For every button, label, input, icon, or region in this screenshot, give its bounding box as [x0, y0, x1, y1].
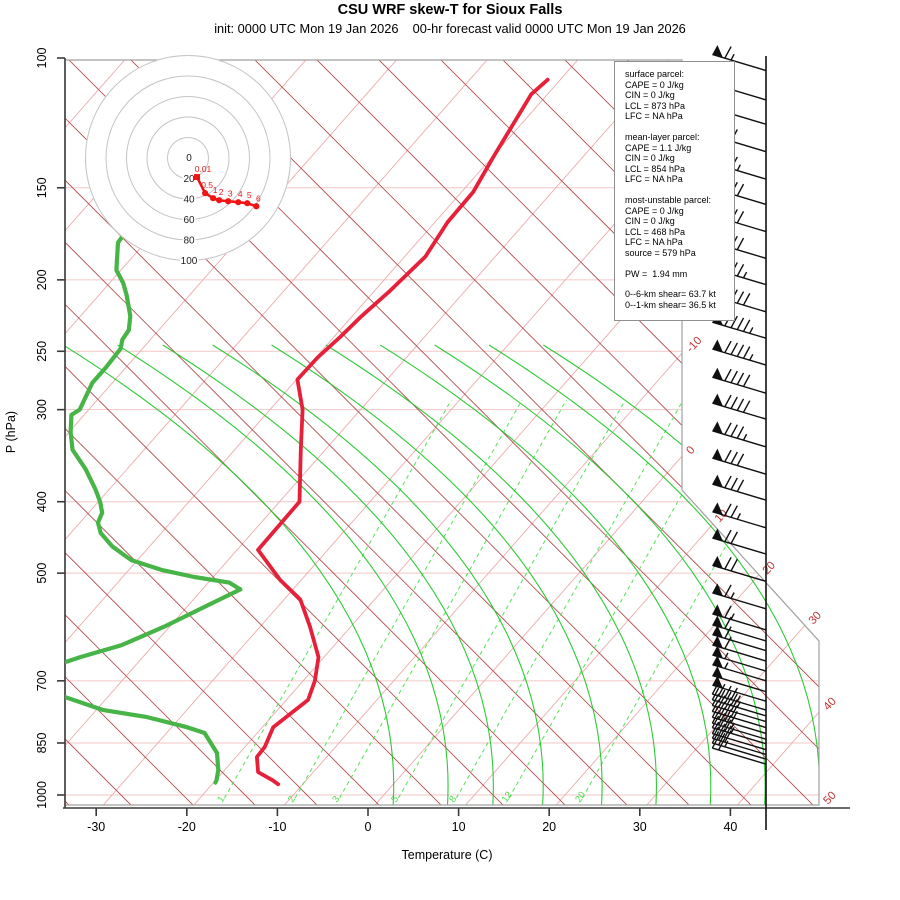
wind-barb — [712, 421, 767, 448]
mixing-ratio-labels: 1 2 3 5 8 12 20 — [215, 790, 588, 805]
info-box-line: most-unstable parcel: — [625, 194, 712, 205]
info-box-line: LFC = NA hPa — [625, 111, 683, 122]
wind-barb — [712, 474, 767, 501]
info-box-section: mean-layer parcel: CAPE = 1.1 J/kg CIN = 0… — [625, 132, 730, 185]
info-box-line: LFC = NA hPa — [625, 174, 683, 185]
info-box-line: 0--6-km shear= 63.7 kt — [625, 289, 716, 300]
info-box-section: most-unstable parcel: CAPE = 0 J/kg CIN = … — [625, 195, 730, 259]
temperature-trace — [254, 77, 550, 787]
mixing-ratio-lines — [224, 399, 810, 799]
mixing-ratio-label: 3 — [330, 794, 342, 805]
temperature-tick-label: 40 — [723, 820, 737, 834]
info-box-line: LCL = 468 hPa — [625, 226, 685, 237]
wind-barb — [712, 367, 767, 394]
wind-barb — [712, 635, 767, 662]
temperature-tick-label: -30 — [87, 820, 105, 834]
wind-barb — [712, 666, 767, 693]
y-axis-title: P (hPa) — [4, 411, 18, 453]
wind-barb — [712, 555, 767, 583]
temperature-tick-label: -10 — [268, 820, 286, 834]
temperature-tick-label: 20 — [542, 820, 556, 834]
info-box-section: surface parcel: CAPE = 0 J/kg CIN = 0 J/kg… — [625, 69, 730, 122]
wind-barb — [712, 45, 767, 72]
info-box-section: PW = 1.94 mm — [625, 269, 730, 280]
hodograph: 0 20 40 60 80 100 0.01 0.51 2 3 4 5 6 — [85, 55, 291, 269]
info-box-line: mean-layer parcel: — [625, 131, 700, 142]
hodograph-height-label: 4 — [238, 189, 243, 199]
wind-barb — [712, 528, 767, 555]
hodograph-ring-label: 100 — [181, 256, 198, 267]
info-box-line: CIN = 0 J/kg — [625, 153, 675, 164]
temperature-tick-label: -20 — [178, 820, 196, 834]
info-box-line: CIN = 0 J/kg — [625, 90, 675, 101]
hodograph-height-label: 2 — [219, 187, 224, 197]
hodograph-height-label: 0.5 — [201, 180, 213, 190]
wind-barb — [712, 675, 767, 702]
mixing-ratio-label: 8 — [447, 794, 459, 805]
parcel-info-box: surface parcel: CAPE = 0 J/kg CIN = 0 J/kg… — [614, 61, 735, 321]
wind-barb — [712, 625, 767, 652]
info-box-line: LCL = 873 hPa — [625, 100, 685, 111]
wind-barb — [712, 655, 767, 682]
info-box-line: PW = 1.94 mm — [625, 268, 688, 279]
info-box-line: CAPE = 0 J/kg — [625, 205, 684, 216]
pressure-tick-label: 250 — [35, 341, 49, 362]
hodograph-height-label: 0.01 — [195, 164, 212, 174]
mixing-ratio-label: 5 — [389, 794, 401, 805]
info-box-line: CIN = 0 J/kg — [625, 216, 675, 227]
pressure-tick-label: 200 — [35, 269, 49, 290]
temperature-tick-label: 0 — [365, 820, 372, 834]
hodograph-ring-label: 20 — [183, 174, 195, 185]
wind-barb — [711, 736, 767, 765]
wind-barb — [712, 448, 767, 475]
hodograph-ring-label: 60 — [183, 215, 195, 226]
sounding-traces — [65, 77, 550, 787]
temperature-tick-label: 10 — [452, 820, 466, 834]
info-box-line: surface parcel: — [625, 69, 685, 79]
info-box-line: source = 579 hPa — [625, 247, 696, 258]
mixing-ratio-label: 1 — [215, 794, 227, 805]
info-box-line: LCL = 854 hPa — [625, 163, 685, 174]
x-axis-title: Temperature (C) — [402, 848, 493, 862]
pressure-tick-label: 400 — [35, 491, 49, 512]
wind-barb — [712, 604, 767, 631]
pressure-tick-label: 150 — [35, 177, 49, 198]
info-box-section: 0--6-km shear= 63.7 kt 0--1-km shear= 36.… — [625, 289, 730, 310]
hodograph-height-label: 3 — [228, 188, 233, 198]
wind-barb-column — [711, 45, 767, 830]
pressure-tick-label: 300 — [35, 399, 49, 420]
wind-barb — [712, 615, 767, 642]
hodograph-background — [85, 55, 291, 261]
hodograph-ring-label: 80 — [183, 236, 195, 247]
mixing-ratio-label: 20 — [573, 790, 588, 805]
info-box-line: LFC = NA hPa — [625, 237, 683, 248]
pressure-tick-label: 700 — [35, 670, 49, 691]
pressure-tick-label: 100 — [35, 48, 49, 69]
pressure-tick-label: 1000 — [35, 781, 49, 809]
mixing-ratio-label: 12 — [500, 790, 515, 805]
mixing-ratio-label: 2 — [286, 794, 298, 805]
wind-barb — [712, 645, 767, 672]
pressure-tick-label: 500 — [35, 563, 49, 584]
hodograph-ring-label: 40 — [183, 195, 195, 206]
dewpoint-trace — [65, 229, 243, 785]
temperature-tick-label: 30 — [633, 820, 647, 834]
hodograph-height-label: 1 — [213, 185, 218, 195]
pressure-tick-label: 850 — [35, 733, 49, 754]
wind-barb — [712, 502, 767, 529]
info-box-line: CAPE = 0 J/kg — [625, 79, 684, 90]
wind-barb — [712, 393, 767, 420]
info-box-line: CAPE = 1.1 J/kg — [625, 142, 692, 153]
wind-barb — [712, 339, 767, 366]
wind-barb — [712, 583, 767, 610]
hodograph-height-label: 6 — [256, 193, 261, 203]
hodograph-height-label: 5 — [247, 190, 252, 200]
info-box-line: 0--1-km shear= 36.5 kt — [625, 299, 716, 310]
hodograph-ring-label: 0 — [186, 153, 192, 164]
